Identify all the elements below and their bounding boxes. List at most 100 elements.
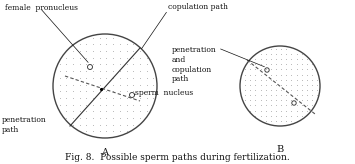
Point bbox=[64, 56, 69, 59]
Point bbox=[289, 109, 294, 112]
Point bbox=[144, 56, 149, 59]
Point bbox=[57, 90, 62, 92]
Point bbox=[97, 103, 103, 106]
Point bbox=[90, 56, 96, 59]
Point bbox=[124, 103, 129, 106]
Point bbox=[104, 97, 109, 99]
Point bbox=[104, 70, 109, 72]
Point bbox=[117, 123, 123, 126]
Point bbox=[247, 104, 253, 107]
Point bbox=[90, 90, 96, 92]
Point bbox=[304, 78, 310, 81]
Point bbox=[258, 114, 263, 117]
Point bbox=[77, 70, 83, 72]
Point bbox=[273, 58, 279, 61]
Point bbox=[253, 104, 258, 107]
Point bbox=[299, 109, 305, 112]
Point bbox=[110, 117, 116, 119]
Point bbox=[258, 104, 263, 107]
Point bbox=[289, 120, 294, 122]
Point bbox=[268, 99, 274, 102]
Point bbox=[242, 73, 248, 76]
Point bbox=[117, 63, 123, 66]
Point bbox=[64, 63, 69, 66]
Point bbox=[242, 83, 248, 86]
Point bbox=[97, 77, 103, 79]
Point bbox=[70, 50, 76, 52]
Point bbox=[314, 78, 320, 81]
Point bbox=[294, 73, 299, 76]
Point bbox=[247, 99, 253, 102]
Point bbox=[289, 104, 294, 107]
Point bbox=[304, 83, 310, 86]
Point bbox=[304, 68, 310, 71]
Point bbox=[268, 68, 274, 71]
Point bbox=[268, 78, 274, 81]
Point bbox=[299, 99, 305, 102]
Point bbox=[130, 97, 136, 99]
Point bbox=[117, 97, 123, 99]
Point bbox=[309, 78, 315, 81]
Point bbox=[151, 90, 156, 92]
Point bbox=[242, 89, 248, 91]
Point bbox=[258, 78, 263, 81]
Point bbox=[283, 94, 289, 96]
Point bbox=[83, 50, 89, 52]
Point bbox=[294, 83, 299, 86]
Point bbox=[104, 110, 109, 113]
Point bbox=[283, 83, 289, 86]
Point bbox=[70, 83, 76, 86]
Point bbox=[57, 83, 62, 86]
Point bbox=[278, 120, 284, 122]
Point bbox=[263, 83, 268, 86]
Point bbox=[268, 58, 274, 61]
Point bbox=[268, 73, 274, 76]
Point bbox=[64, 83, 69, 86]
Point bbox=[104, 103, 109, 106]
Point bbox=[104, 123, 109, 126]
Point bbox=[97, 43, 103, 46]
Text: A: A bbox=[102, 148, 109, 157]
Point bbox=[64, 117, 69, 119]
Point bbox=[110, 63, 116, 66]
Point bbox=[104, 83, 109, 86]
Point bbox=[110, 70, 116, 72]
Point bbox=[97, 117, 103, 119]
Point bbox=[304, 63, 310, 66]
Point bbox=[314, 94, 320, 96]
Point bbox=[253, 89, 258, 91]
Point bbox=[273, 63, 279, 66]
Point bbox=[130, 77, 136, 79]
Point bbox=[299, 94, 305, 96]
Point bbox=[299, 78, 305, 81]
Point bbox=[110, 50, 116, 52]
Point bbox=[258, 63, 263, 66]
Point bbox=[273, 89, 279, 91]
Point bbox=[278, 48, 284, 50]
Point bbox=[309, 99, 315, 102]
Point bbox=[289, 68, 294, 71]
Point bbox=[299, 58, 305, 61]
Point bbox=[258, 68, 263, 71]
Text: Fig. 8.  Possible sperm paths during fertilization.: Fig. 8. Possible sperm paths during fert… bbox=[65, 153, 290, 162]
Point bbox=[268, 48, 274, 50]
Point bbox=[263, 58, 268, 61]
Point bbox=[263, 78, 268, 81]
Point bbox=[294, 99, 299, 102]
Point bbox=[110, 36, 116, 39]
Point bbox=[283, 63, 289, 66]
Point bbox=[278, 99, 284, 102]
Point bbox=[97, 56, 103, 59]
Point bbox=[299, 63, 305, 66]
Point bbox=[124, 70, 129, 72]
Point bbox=[263, 114, 268, 117]
Point bbox=[263, 109, 268, 112]
Point bbox=[294, 63, 299, 66]
Point bbox=[57, 103, 62, 106]
Point bbox=[247, 94, 253, 96]
Point bbox=[253, 94, 258, 96]
Point bbox=[289, 63, 294, 66]
Point bbox=[253, 78, 258, 81]
Point bbox=[268, 89, 274, 91]
Point bbox=[137, 63, 143, 66]
